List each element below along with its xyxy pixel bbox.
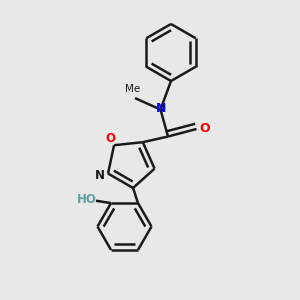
Text: O: O	[199, 122, 210, 136]
Text: N: N	[156, 102, 166, 116]
Text: Me: Me	[125, 85, 140, 94]
Text: O: O	[105, 132, 116, 145]
Text: N: N	[94, 169, 105, 182]
Text: HO: HO	[77, 193, 97, 206]
